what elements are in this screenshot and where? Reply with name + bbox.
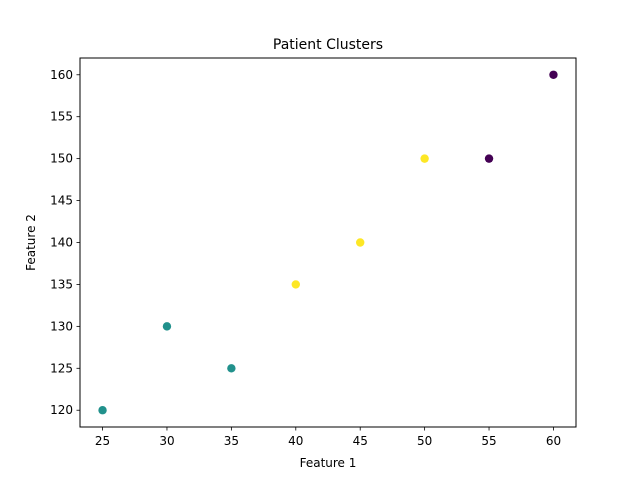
y-tick-label: 140 bbox=[50, 236, 73, 250]
x-tick-label: 55 bbox=[481, 434, 496, 448]
data-point bbox=[227, 364, 236, 373]
x-tick-label: 35 bbox=[224, 434, 239, 448]
data-point bbox=[291, 280, 300, 289]
data-point bbox=[420, 154, 429, 163]
y-tick-label: 125 bbox=[50, 361, 73, 375]
x-axis: 25 30 35 40 45 50 55 60 bbox=[95, 427, 561, 448]
y-tick-label: 160 bbox=[50, 68, 73, 82]
x-tick-label: 30 bbox=[159, 434, 174, 448]
y-tick-label: 120 bbox=[50, 403, 73, 417]
x-tick-label: 25 bbox=[95, 434, 110, 448]
data-point bbox=[549, 70, 558, 79]
y-axis-label: Feature 2 bbox=[24, 214, 38, 271]
y-tick-label: 130 bbox=[50, 319, 73, 333]
y-tick-label: 155 bbox=[50, 110, 73, 124]
y-tick-label: 145 bbox=[50, 194, 73, 208]
data-point bbox=[356, 238, 365, 247]
y-tick-label: 135 bbox=[50, 277, 73, 291]
data-point bbox=[162, 322, 172, 331]
chart-title: Patient Clusters bbox=[273, 37, 383, 53]
x-axis-label: Feature 1 bbox=[300, 456, 357, 470]
x-tick-label: 45 bbox=[353, 434, 368, 448]
plot-area bbox=[98, 70, 558, 415]
y-tick-label: 150 bbox=[50, 152, 73, 166]
x-tick-label: 40 bbox=[288, 434, 303, 448]
x-tick-label: 50 bbox=[417, 434, 432, 448]
data-point bbox=[484, 154, 494, 163]
data-point bbox=[98, 406, 107, 415]
x-tick-label: 60 bbox=[546, 434, 561, 448]
y-axis: 120 125 130 135 140 145 150 155 160 bbox=[50, 68, 80, 417]
